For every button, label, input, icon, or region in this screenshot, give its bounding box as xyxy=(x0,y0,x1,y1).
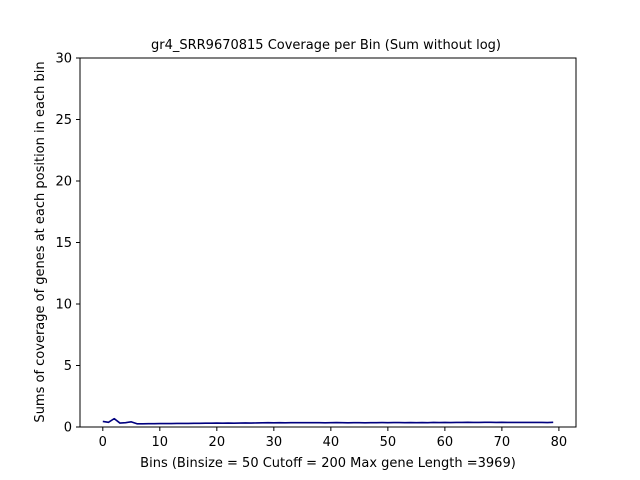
x-tick-label: 50 xyxy=(380,435,397,450)
y-tick-label: 30 xyxy=(55,52,72,67)
plot-area: 0 10 20 30 40 50 60 70 80 0 5 10 15 20 25 30 xyxy=(55,52,577,450)
y-tick-label: 10 xyxy=(55,298,72,313)
y-tick-label: 15 xyxy=(55,236,72,251)
y-axis-label: Sums of coverage of genes at each positi… xyxy=(33,61,48,422)
x-tick-label: 40 xyxy=(323,435,340,450)
x-tick-label: 30 xyxy=(266,435,283,450)
x-tick-label: 20 xyxy=(209,435,226,450)
x-tick-label: 70 xyxy=(494,435,511,450)
y-tick-label: 20 xyxy=(55,175,72,190)
y-tick-label: 0 xyxy=(64,421,72,436)
y-tick-label: 25 xyxy=(55,113,72,128)
x-tick-label: 60 xyxy=(437,435,454,450)
series-line-1 xyxy=(102,417,554,425)
x-axis-label: Bins (Binsize = 50 Cutoff = 200 Max gene… xyxy=(140,456,516,471)
chart-title: gr4_SRR9670815 Coverage per Bin (Sum wit… xyxy=(151,38,501,53)
y-tick-label: 5 xyxy=(64,359,72,374)
x-tick-label: 10 xyxy=(152,435,169,450)
x-tick-label: 80 xyxy=(551,435,568,450)
x-tick-label: 0 xyxy=(99,435,107,450)
